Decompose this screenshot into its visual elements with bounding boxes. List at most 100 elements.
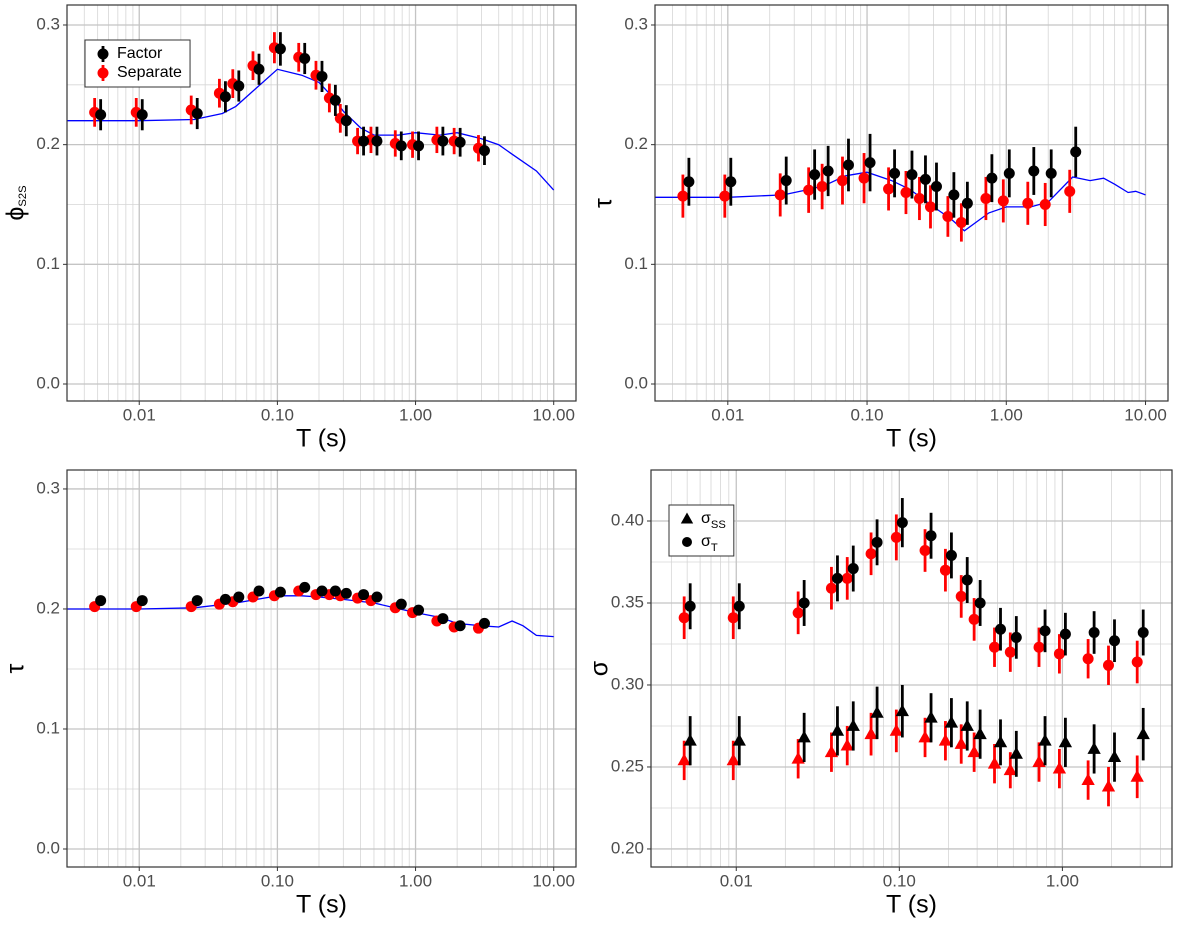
point bbox=[1136, 727, 1150, 740]
point bbox=[944, 715, 959, 728]
point bbox=[840, 738, 854, 751]
point bbox=[413, 604, 425, 616]
x-tick-label: 0.10 bbox=[261, 405, 294, 424]
legend-label: σ SS bbox=[701, 510, 726, 531]
point bbox=[253, 585, 265, 597]
point bbox=[1108, 635, 1120, 647]
legend-label-text: Separate bbox=[117, 64, 182, 81]
point bbox=[895, 704, 909, 717]
y-axis-title: τ bbox=[590, 198, 618, 208]
point bbox=[726, 753, 740, 766]
legend-label-text: Factor bbox=[117, 45, 163, 62]
point bbox=[939, 564, 951, 576]
point bbox=[340, 587, 352, 599]
point bbox=[1059, 628, 1071, 640]
model-line bbox=[67, 68, 555, 191]
x-tick-label: 0.10 bbox=[883, 871, 916, 890]
y-tick-label: 0.2 bbox=[36, 598, 60, 617]
point bbox=[924, 201, 936, 213]
point bbox=[299, 52, 311, 64]
point bbox=[883, 183, 895, 195]
y-axis-title-text: ϕ bbox=[2, 207, 30, 221]
point bbox=[732, 733, 746, 746]
panel-border bbox=[66, 469, 577, 868]
point bbox=[913, 193, 925, 205]
panel-border bbox=[654, 4, 1169, 402]
panel: 0.01 0.10 1.000.200.250.300.350.40T (s)σσ S… bbox=[586, 469, 1173, 919]
point bbox=[797, 730, 811, 743]
y-tick-label: 0.3 bbox=[36, 14, 60, 33]
point bbox=[683, 733, 697, 746]
plot-background bbox=[67, 470, 576, 867]
point bbox=[995, 623, 1007, 635]
point bbox=[371, 135, 383, 147]
y-tick-label: 0.2 bbox=[624, 134, 648, 153]
y-tick-label: 0.30 bbox=[611, 674, 644, 693]
point bbox=[924, 710, 938, 723]
point bbox=[870, 705, 884, 718]
plot-background bbox=[651, 470, 1172, 867]
point bbox=[792, 607, 804, 619]
point bbox=[993, 735, 1008, 748]
point bbox=[677, 753, 691, 766]
point bbox=[1033, 641, 1045, 653]
point bbox=[191, 595, 203, 607]
point bbox=[858, 172, 870, 184]
point bbox=[960, 718, 974, 731]
point bbox=[1070, 146, 1082, 158]
point bbox=[95, 109, 107, 121]
point bbox=[824, 745, 839, 758]
point bbox=[1045, 167, 1057, 179]
point bbox=[395, 598, 407, 610]
point bbox=[803, 184, 815, 196]
point bbox=[299, 581, 311, 593]
point bbox=[942, 210, 954, 222]
panel-border bbox=[66, 4, 577, 402]
y-tick-label: 0.2 bbox=[36, 134, 60, 153]
point bbox=[677, 190, 689, 202]
point bbox=[865, 548, 877, 560]
point bbox=[1137, 627, 1149, 639]
point bbox=[919, 173, 931, 185]
y-axis-title: σ bbox=[586, 660, 614, 676]
point bbox=[1038, 733, 1052, 746]
point bbox=[329, 585, 341, 597]
point bbox=[780, 175, 792, 187]
legend-box bbox=[668, 504, 735, 557]
point bbox=[945, 549, 957, 561]
y-tick-label: 0.0 bbox=[36, 373, 60, 392]
point bbox=[1028, 165, 1040, 177]
point bbox=[136, 595, 148, 607]
x-tick-label: 0.01 bbox=[711, 405, 744, 424]
point bbox=[1102, 659, 1114, 671]
point bbox=[930, 181, 942, 193]
point bbox=[454, 620, 466, 632]
point bbox=[725, 176, 737, 188]
point bbox=[1088, 627, 1100, 639]
x-tick-label: 0.01 bbox=[123, 405, 156, 424]
point bbox=[1053, 648, 1065, 660]
legend-key bbox=[97, 48, 109, 60]
legend: σ SSσ T bbox=[668, 504, 735, 557]
point bbox=[329, 94, 341, 106]
x-tick-label: 10.00 bbox=[532, 871, 575, 890]
x-tick-label: 10.00 bbox=[532, 405, 575, 424]
point bbox=[980, 193, 992, 205]
point bbox=[961, 574, 973, 586]
y-tick-label: 0.1 bbox=[624, 254, 648, 273]
legend-label-subscript: SS bbox=[711, 519, 726, 531]
point bbox=[219, 593, 231, 605]
point bbox=[798, 597, 810, 609]
point bbox=[340, 115, 352, 127]
legend-label: Separate bbox=[117, 64, 182, 81]
point bbox=[136, 109, 148, 121]
y-tick-label: 0.25 bbox=[611, 756, 644, 775]
point bbox=[816, 181, 828, 193]
y-tick-label: 0.0 bbox=[624, 373, 648, 392]
point bbox=[961, 197, 973, 209]
point bbox=[948, 189, 960, 201]
y-tick-label: 0.3 bbox=[36, 478, 60, 497]
point bbox=[233, 591, 245, 603]
